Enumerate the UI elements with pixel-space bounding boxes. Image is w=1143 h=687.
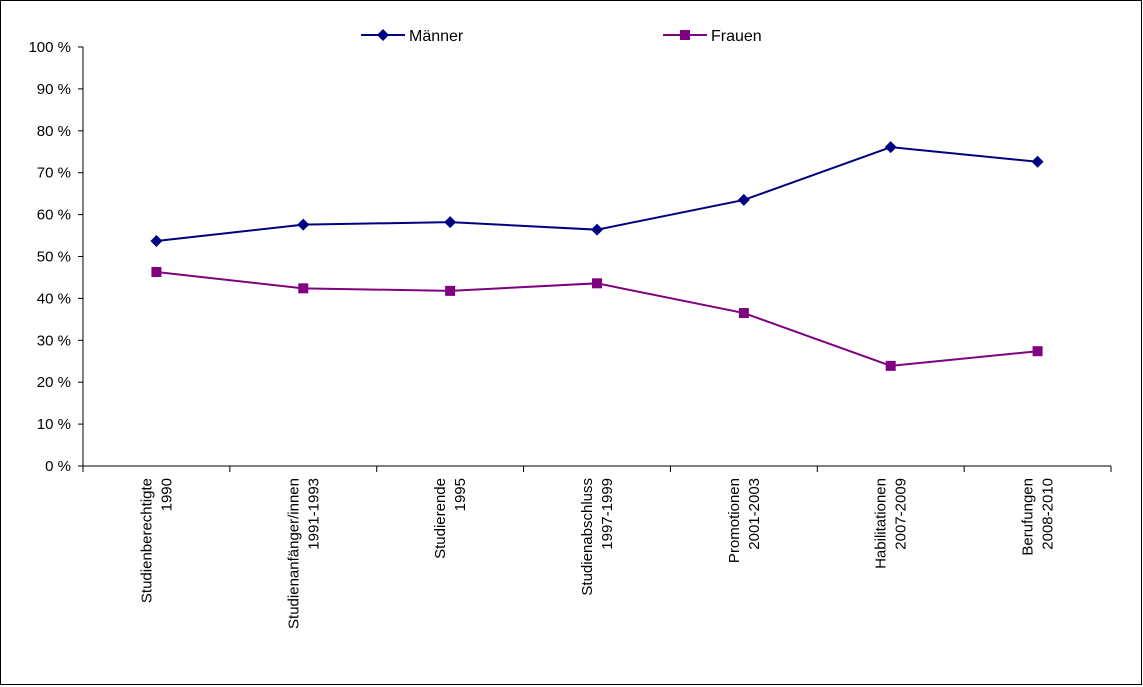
y-tick-label: 10 % bbox=[37, 416, 71, 433]
x-tick-label-line: Berufungen bbox=[1020, 478, 1037, 556]
data-point-maenner bbox=[297, 218, 310, 231]
data-point-frauen bbox=[151, 267, 162, 278]
y-axis-ticks: 0 % 10 % 20 % 30 % 40 % 50 % 60 % 70 % 80 % 90 % 1… bbox=[28, 39, 83, 475]
data-point-maenner bbox=[150, 234, 163, 247]
x-tick-label: Studienberechtigte 1990 bbox=[138, 478, 175, 603]
data-point-maenner bbox=[884, 141, 897, 154]
legend-marker-icon bbox=[680, 30, 690, 40]
y-tick-label: 60 % bbox=[37, 207, 71, 224]
x-tick-label: Studierende 1995 bbox=[432, 478, 469, 559]
series-frauen bbox=[151, 267, 1043, 371]
x-tick-label: Habilitationen 2007-2009 bbox=[873, 478, 910, 569]
x-tick-label-line: 1991-1993 bbox=[305, 478, 322, 550]
data-point-frauen bbox=[445, 285, 456, 296]
legend-label: Frauen bbox=[711, 28, 762, 45]
legend-label: Männer bbox=[409, 28, 464, 45]
data-point-maenner bbox=[737, 193, 750, 206]
x-tick-label-line: Studierende bbox=[432, 478, 449, 559]
legend-marker-icon bbox=[377, 29, 389, 41]
x-tick-label-line: 1990 bbox=[158, 478, 175, 511]
legend-item-frauen: Frauen bbox=[663, 28, 762, 45]
x-tick-label-line: Studienabschluss bbox=[579, 478, 596, 596]
y-tick-label: 50 % bbox=[37, 249, 71, 266]
y-tick-label: 30 % bbox=[37, 332, 71, 349]
x-tick-label-line: Studienberechtigte bbox=[138, 478, 155, 603]
x-tick-label-line: 1997-1999 bbox=[599, 478, 616, 550]
x-tick-label-line: 2007-2009 bbox=[893, 478, 910, 550]
x-tick-label-line: Promotionen bbox=[726, 478, 743, 563]
x-tick-label: Studienanfänger/innen 1991-1993 bbox=[285, 478, 322, 629]
series-maenner bbox=[150, 141, 1044, 247]
y-tick-label: 0 % bbox=[45, 458, 71, 475]
y-tick-label: 40 % bbox=[37, 290, 71, 307]
data-point-frauen bbox=[298, 283, 309, 294]
data-point-frauen bbox=[738, 308, 749, 319]
y-tick-label: 90 % bbox=[37, 81, 71, 98]
data-point-maenner bbox=[1031, 155, 1044, 168]
data-point-maenner bbox=[444, 216, 457, 229]
data-point-frauen bbox=[592, 278, 602, 289]
x-tick-label-line: Studienanfänger/innen bbox=[285, 478, 302, 629]
data-point-frauen bbox=[1032, 346, 1043, 357]
x-axis-ticks: Studienberechtigte 1990 Studienanfänger/in… bbox=[82, 466, 1112, 629]
y-tick-label: 80 % bbox=[37, 123, 71, 140]
x-tick-label: Berufungen 2008-2010 bbox=[1020, 478, 1057, 556]
legend: Männer Frauen bbox=[361, 28, 762, 45]
x-tick-label-line: 2008-2010 bbox=[1040, 478, 1057, 550]
x-tick-label-line: Habilitationen bbox=[873, 478, 890, 569]
data-point-maenner bbox=[591, 223, 603, 236]
y-tick-label: 20 % bbox=[37, 374, 71, 391]
data-point-frauen bbox=[885, 360, 896, 371]
axes bbox=[82, 47, 1111, 467]
y-tick-label: 100 % bbox=[28, 39, 71, 56]
x-tick-label: Promotionen 2001-2003 bbox=[726, 478, 763, 563]
series-group bbox=[150, 141, 1044, 371]
y-tick-label: 70 % bbox=[37, 165, 71, 182]
x-tick-label: Studienabschluss 1997-1999 bbox=[579, 478, 616, 596]
x-tick-label-line: 1995 bbox=[452, 478, 469, 511]
legend-item-maenner: Männer bbox=[361, 28, 464, 45]
x-tick-label-line: 2001-2003 bbox=[746, 478, 763, 550]
